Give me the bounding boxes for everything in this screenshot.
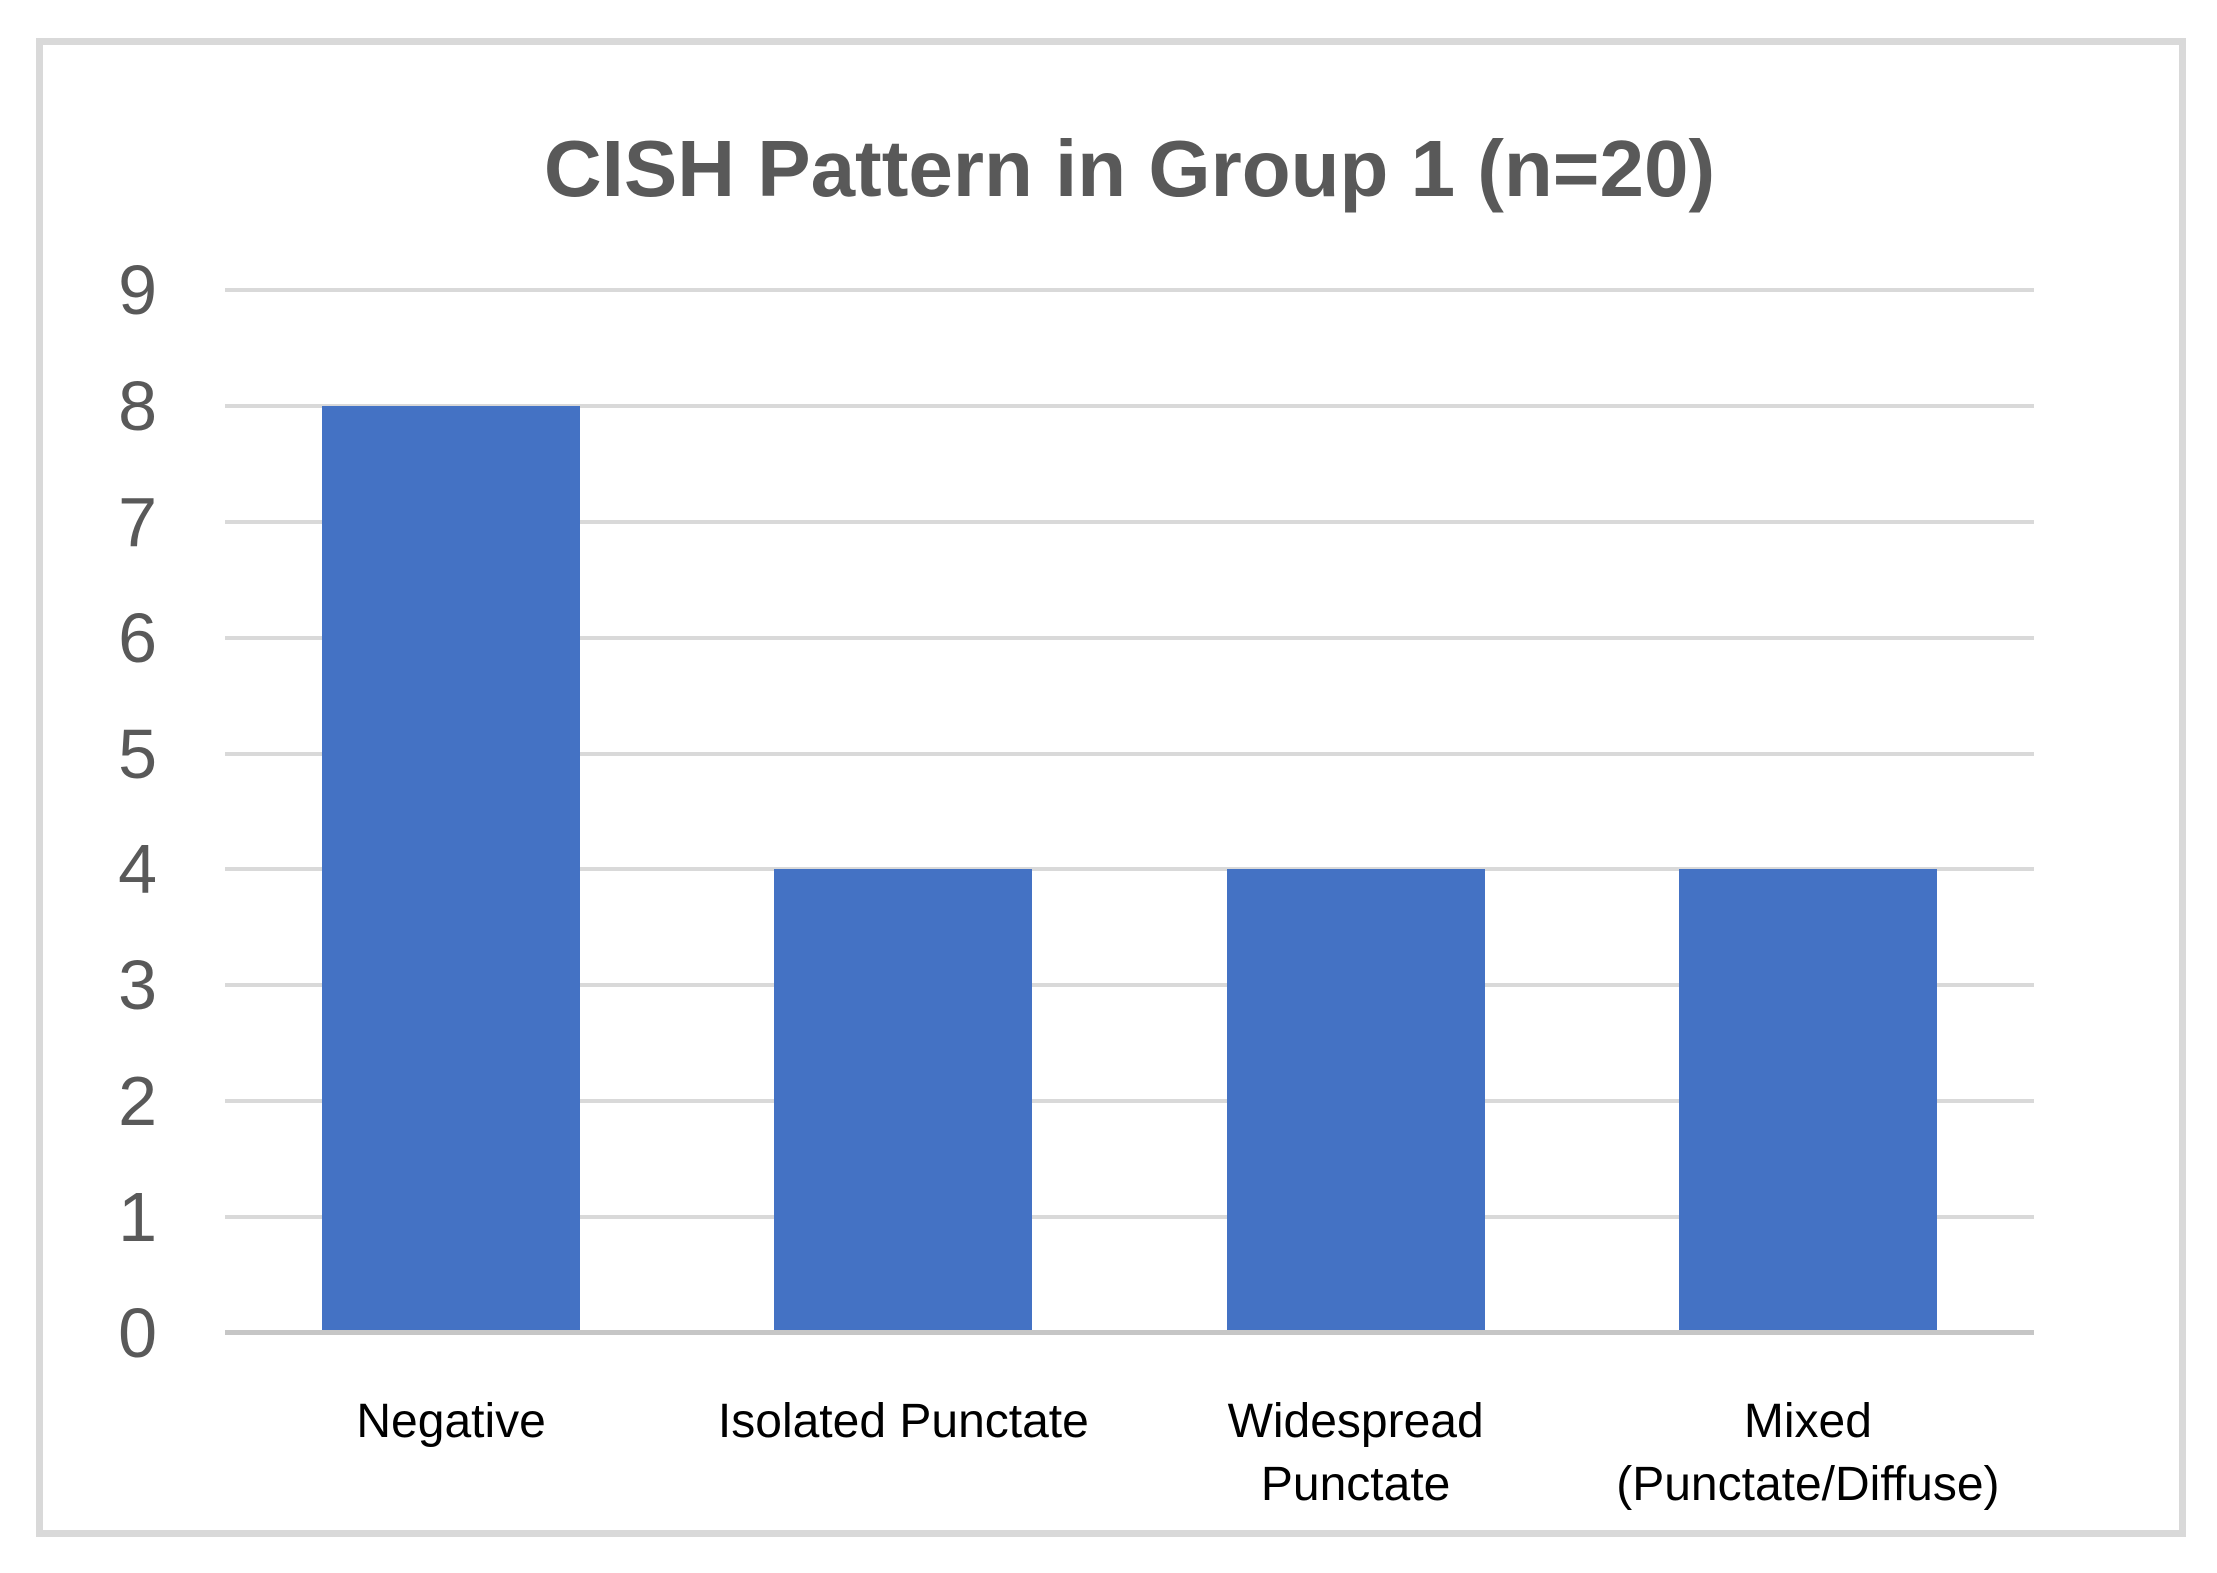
gridline	[225, 1099, 2034, 1104]
x-axis-category-label: Mixed (Punctate/Diffuse)	[1616, 1395, 2000, 1511]
y-axis-tick-label: 7	[118, 482, 157, 561]
x-axis-category-label: Negative	[356, 1395, 546, 1448]
x-axis-category-label: Isolated Punctate	[717, 1395, 1089, 1448]
bar-2	[774, 869, 1033, 1333]
gridline	[225, 403, 2034, 408]
gridline	[225, 867, 2034, 872]
bar-1	[322, 405, 581, 1333]
chart-frame: CISH Pattern in Group 1 (n=20) 0 1 2 3 4 5 6 7 8…	[36, 38, 2186, 1537]
y-axis-tick-label: 2	[118, 1062, 157, 1141]
chart-title: CISH Pattern in Group 1 (n=20)	[543, 124, 1716, 213]
x-axis-category-label: Widespread Punctate	[1227, 1395, 1484, 1511]
x-axis-category-labels: Negative Isolated Punctate Widespread Punc…	[225, 1390, 2034, 1550]
gridline	[225, 751, 2034, 756]
bar-4	[1678, 869, 1937, 1333]
x-axis-line	[225, 1330, 2034, 1335]
gridline	[225, 1215, 2034, 1220]
gridline	[225, 288, 2034, 292]
y-axis-tick-label: 1	[118, 1178, 157, 1257]
y-axis-tick-label: 5	[118, 714, 157, 793]
y-axis-tick-label: 8	[118, 366, 157, 445]
gridline	[225, 519, 2034, 524]
y-axis-tick-label: 4	[118, 830, 157, 909]
y-axis-tick-label: 6	[118, 598, 157, 677]
y-axis-tick-label: 3	[118, 946, 157, 1025]
bar-3	[1226, 869, 1485, 1333]
gridline	[225, 983, 2034, 988]
y-axis-tick-label: 9	[118, 251, 157, 329]
y-axis-tick-label: 0	[118, 1294, 157, 1372]
gridline	[225, 635, 2034, 640]
plot-area	[225, 288, 2034, 1335]
